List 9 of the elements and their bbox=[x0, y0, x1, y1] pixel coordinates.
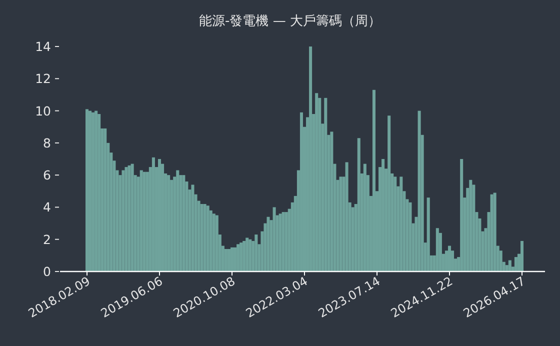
y-tick-label: 2 bbox=[43, 232, 51, 247]
y-tick-label: 4 bbox=[43, 200, 52, 215]
y-tick-label: 10 bbox=[35, 103, 52, 118]
y-tick-label: 8 bbox=[43, 135, 52, 150]
y-tick-label: 0 bbox=[43, 264, 52, 279]
chart-title: 能源-發電機 — 大戶籌碼（周） bbox=[199, 14, 381, 29]
y-tick-label: 6 bbox=[43, 168, 52, 183]
y-tick-label: 12 bbox=[35, 71, 51, 86]
y-tick-label: 14 bbox=[35, 39, 52, 54]
